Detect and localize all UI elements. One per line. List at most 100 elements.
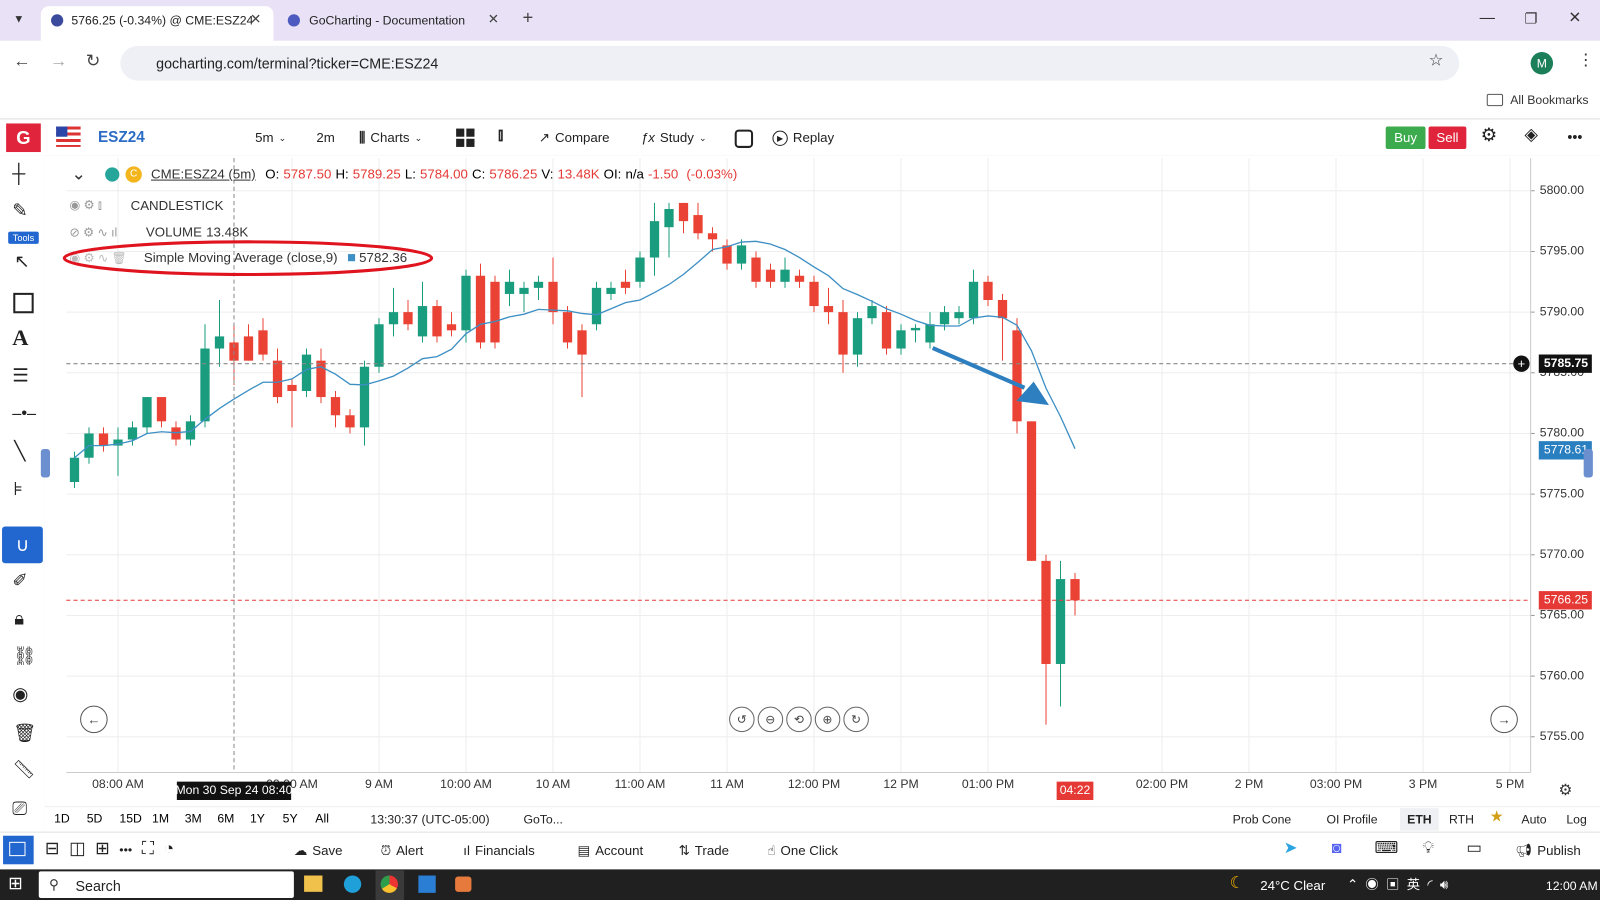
tab-title[interactable]: 5766.25 (-0.34%) @ CME:ESZ24 [71, 13, 254, 28]
range-button[interactable]: 3M [184, 811, 202, 826]
hline-tool[interactable]: –•– [12, 405, 37, 423]
lock-tool[interactable]: 🔒︎ [14, 608, 25, 629]
symbol[interactable]: ESZ24 [97, 128, 145, 146]
tab-close[interactable]: ✕ [250, 11, 262, 27]
candle-body [316, 360, 326, 398]
tab-close[interactable]: ✕ [487, 11, 499, 27]
range-button[interactable]: 5Y [282, 811, 298, 826]
rth[interactable]: RTH [1448, 812, 1474, 827]
active-tab[interactable] [40, 6, 274, 41]
forward[interactable]: → [50, 51, 68, 71]
menu[interactable]: ⋮ [1577, 52, 1594, 70]
layout-icons[interactable]: ⊟ ◫ ⊞ ••• ⛶ ◔ [44, 838, 175, 859]
minimize[interactable]: — [1479, 9, 1495, 27]
layout-single[interactable] [3, 835, 34, 865]
one-click[interactable]: ☝︎ One Click [767, 842, 839, 859]
delete-tool[interactable]: 🗑︎ [13, 722, 37, 743]
financials[interactable]: ıl Financials [463, 842, 535, 859]
replay[interactable]: ▶ Replay [772, 130, 834, 146]
start[interactable]: ⊞ [8, 873, 23, 893]
trade[interactable]: ⇅ Trade [678, 842, 729, 859]
save[interactable]: ☁ Save [293, 842, 343, 859]
measure-tool[interactable]: ⊧ [13, 478, 23, 499]
magnet-tool[interactable]: ∪ [2, 526, 43, 564]
screenshot-tool[interactable]: ⎚ [12, 797, 27, 819]
sell[interactable]: Sell [1428, 126, 1467, 149]
idea[interactable]: 💡︎ [1422, 839, 1434, 858]
range-button[interactable]: 1D [54, 811, 70, 826]
buy[interactable]: Buy [1385, 126, 1426, 149]
url[interactable]: gocharting.com/terminal?ticker=CME:ESZ24 [156, 55, 439, 72]
tab-title[interactable]: GoCharting - Documentation [309, 13, 466, 28]
more[interactable]: ••• [1567, 128, 1583, 145]
range-button[interactable]: 1M [152, 811, 170, 826]
search[interactable]: Search [75, 877, 121, 894]
goto[interactable]: GoTo... [523, 812, 563, 827]
keyboard[interactable]: ⌨ [1374, 839, 1399, 858]
star[interactable]: ☆ [1428, 52, 1444, 70]
restore[interactable]: ❐ [1524, 10, 1538, 27]
search-box[interactable] [38, 871, 294, 898]
eth[interactable]: ETH [1407, 812, 1432, 827]
weather[interactable]: 24°C Clear [1260, 877, 1326, 893]
cursor-tool[interactable]: ↖ [14, 251, 30, 272]
app-chrome[interactable] [380, 875, 398, 893]
interval2[interactable]: 2m [316, 129, 335, 145]
candle-icon[interactable]: ⫾ [497, 126, 504, 144]
favorite[interactable]: ★ [1489, 808, 1504, 826]
line-tool[interactable]: ╲ [14, 440, 26, 462]
compare[interactable]: ↗ Compare [538, 129, 610, 145]
stay-draw-tool[interactable]: ✐ [12, 570, 28, 591]
visibility-tool[interactable]: ◉ [12, 683, 29, 705]
auto[interactable]: Auto [1521, 812, 1547, 827]
crosshair-add[interactable] [1513, 355, 1530, 372]
telegram[interactable]: ➤ [1283, 839, 1298, 858]
snapshot[interactable] [734, 129, 754, 148]
range-button[interactable]: 15D [119, 811, 142, 826]
range-button[interactable]: 6M [217, 811, 235, 826]
range-button[interactable]: 5D [86, 811, 103, 826]
indicator-icons[interactable]: ◉ ⚙ ⫾ [69, 197, 102, 213]
app-explorer[interactable] [304, 875, 323, 892]
account[interactable]: ▤ Account [577, 842, 644, 859]
log[interactable]: Log [1566, 812, 1587, 827]
crosshair-tool[interactable]: ┼ [12, 163, 26, 184]
settings[interactable]: ⚙ [1480, 124, 1498, 145]
tray-icons[interactable]: ⌃ ◉ ▣ 英 ◜ 🔊︎ [1346, 876, 1449, 892]
rect-tool[interactable] [13, 292, 34, 314]
tab-menu[interactable]: ▼ [13, 13, 25, 26]
url-box[interactable] [120, 45, 1460, 81]
layers[interactable]: ◈ [1524, 124, 1538, 144]
bookmarks[interactable]: All Bookmarks [1510, 92, 1589, 108]
app-other[interactable] [455, 876, 472, 892]
new-tab[interactable]: + [522, 7, 534, 28]
reload[interactable]: ↻ [85, 51, 101, 71]
discord[interactable]: ◙ [1331, 839, 1342, 858]
app-edge[interactable] [343, 875, 362, 893]
publish[interactable]: 📢︎ Publish [1515, 842, 1581, 859]
range-button[interactable]: All [315, 811, 329, 826]
back[interactable]: ← [13, 51, 31, 71]
indicator-icons[interactable]: ◉ ⚙ ∿ 🗑︎ [69, 251, 128, 266]
layout-icon[interactable] [456, 128, 475, 147]
legend-symbol[interactable]: CME:ESZ24 (5m) [151, 166, 256, 182]
prob-cone[interactable]: Prob Cone [1232, 812, 1292, 827]
charts-menu[interactable]: ⫼ Charts ⌄ [359, 129, 423, 145]
alert[interactable]: ⏰︎ Alert [380, 842, 424, 859]
close-window[interactable]: ✕ [1568, 9, 1582, 27]
collapse[interactable]: ⌄ [71, 164, 86, 184]
app-vscode[interactable] [418, 875, 436, 893]
video[interactable]: ▭ [1466, 839, 1482, 858]
fib-tool[interactable]: ☰ [12, 365, 29, 386]
range-button[interactable]: 1Y [250, 811, 265, 826]
profile[interactable]: M [1530, 52, 1554, 75]
link-tool[interactable]: ⛓︎ [13, 645, 37, 667]
indicator-icons[interactable]: ⊘ ⚙ ∿ ıl [69, 225, 118, 240]
text-tool[interactable]: A [12, 324, 29, 351]
interval[interactable]: 5m ⌄ [255, 129, 287, 145]
pen-tool[interactable]: ✎ [12, 200, 28, 221]
logo[interactable]: G [6, 123, 41, 153]
oi-profile[interactable]: OI Profile [1326, 812, 1378, 827]
study[interactable]: ƒx Study ⌄ [640, 129, 707, 145]
ruler-tool[interactable]: 📏︎ [12, 759, 36, 780]
